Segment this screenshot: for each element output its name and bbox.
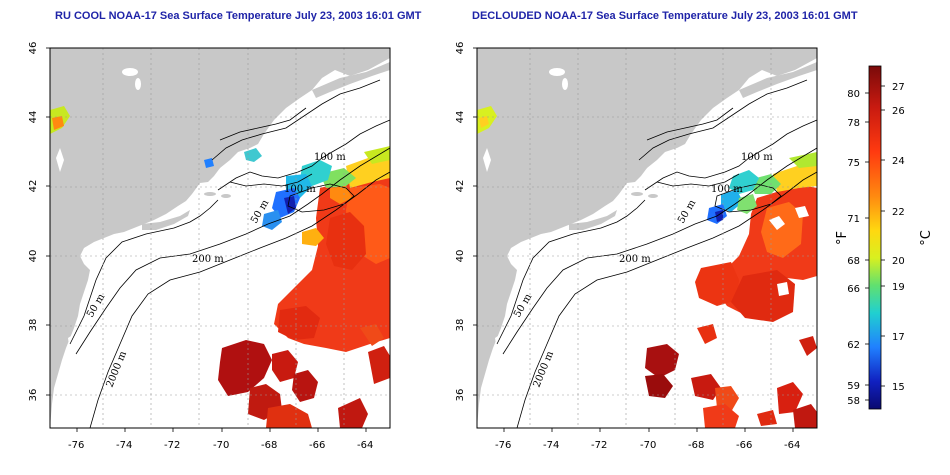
lat-tick-right: 36 (455, 389, 466, 402)
lat-tick-right: 42 (455, 180, 466, 193)
colorbar-c-tick: 24 (892, 156, 905, 167)
contour-label-100m-a: 100 m (741, 152, 773, 163)
lat-tick-left: 38 (28, 319, 39, 332)
sst-field-right (477, 106, 817, 428)
lat-tick-left: 46 (28, 42, 39, 55)
lat-tick-right: 44 (455, 111, 466, 124)
colorbar-unit-fahrenheit: °F (835, 231, 850, 245)
axes-left: -76 -74 -72 -70 -68 -66 -64 36 38 40 42 … (28, 42, 373, 451)
sst-field-left (50, 106, 390, 428)
lat-tick-right: 46 (455, 42, 466, 55)
colorbar-unit-celsius: °C (919, 230, 934, 246)
lat-tick-right: 38 (455, 319, 466, 332)
colorbar-f-tick: 80 (847, 89, 860, 100)
colorbar-f-tick: 58 (847, 396, 860, 407)
lon-tick-right: -66 (736, 440, 752, 451)
colorbar-f-tick: 62 (847, 340, 860, 351)
lon-tick-right: -68 (688, 440, 704, 451)
colorbar-c-tick: 22 (892, 207, 905, 218)
lon-tick-right: -70 (640, 440, 656, 451)
colorbar-f-tick: 59 (847, 381, 860, 392)
contour-label-100m-b: 100 m (711, 184, 743, 195)
lon-tick-right: -64 (784, 440, 800, 451)
colorbar: 80 78 75 71 68 66 62 59 58 27 26 24 22 2… (835, 65, 934, 410)
colorbar-f-tick: 66 (847, 284, 860, 295)
lon-tick-left: -70 (213, 440, 229, 451)
lat-tick-left: 36 (28, 389, 39, 402)
colorbar-c-tick: 26 (892, 106, 905, 117)
axes-right: -76 -74 -72 -70 -68 -66 -64 36 38 40 42 … (455, 42, 800, 451)
contour-label-200m: 200 m (619, 254, 651, 265)
lat-tick-right: 40 (455, 250, 466, 263)
colorbar-f-tick: 78 (847, 118, 860, 129)
colorbar-gradient (868, 65, 882, 410)
lat-tick-left: 40 (28, 250, 39, 263)
map-panel-left: 100 m 100 m 50 m 200 m 50 m 2000 m (49, 47, 391, 429)
colorbar-c-tick: 15 (892, 382, 905, 393)
colorbar-c-tick: 19 (892, 282, 905, 293)
lon-tick-left: -64 (357, 440, 373, 451)
contour-label-200m: 200 m (192, 254, 224, 265)
colorbar-f-tick: 71 (847, 214, 860, 225)
lon-tick-right: -76 (495, 440, 511, 451)
colorbar-f-tick: 68 (847, 256, 860, 267)
lon-tick-left: -68 (261, 440, 277, 451)
contour-label-100m-b: 100 m (284, 184, 316, 195)
colorbar-c-tick: 17 (892, 332, 905, 343)
map-panel-right: 100 m 100 m 50 m 200 m 50 m 2000 m (476, 47, 818, 429)
lon-tick-left: -66 (309, 440, 325, 451)
colorbar-f-tick: 75 (847, 158, 860, 169)
colorbar-c-tick: 27 (892, 82, 905, 93)
map-title-left: RU COOL NOAA-17 Sea Surface Temperature … (55, 10, 422, 22)
lon-tick-left: -76 (68, 440, 84, 451)
lon-tick-right: -74 (543, 440, 559, 451)
lat-tick-left: 42 (28, 180, 39, 193)
lon-tick-left: -74 (116, 440, 132, 451)
map-title-right: DECLOUDED NOAA-17 Sea Surface Temperatur… (472, 10, 858, 22)
lon-tick-right: -72 (591, 440, 607, 451)
colorbar-c-tick: 20 (892, 256, 905, 267)
lon-tick-left: -72 (164, 440, 180, 451)
lat-tick-left: 44 (28, 111, 39, 124)
contour-label-100m-a: 100 m (314, 152, 346, 163)
